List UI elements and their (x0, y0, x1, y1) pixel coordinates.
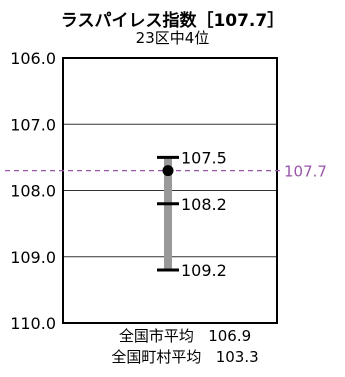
town-average-value: 103.3 (215, 348, 259, 366)
chart-subtitle: 23区中4位 (135, 29, 210, 47)
plot-frame (62, 57, 278, 324)
city-average-value: 106.9 (208, 327, 252, 345)
y-tick-label: 107.0 (10, 115, 56, 134)
range-median-label: 108.2 (181, 195, 227, 214)
city-average: 全国市平均 106.9 (70, 325, 300, 346)
chart-title: ラスパイレス指数［107.7］ (60, 11, 285, 31)
y-tick-label: 108.0 (10, 182, 56, 201)
range-bar (164, 157, 172, 270)
range-min-label: 109.2 (181, 261, 227, 280)
city-average-label: 全国市平均 (118, 327, 194, 345)
y-tick-label: 110.0 (10, 314, 56, 333)
range-max-label: 107.5 (181, 148, 227, 167)
town-average-label: 全国町村平均 (111, 348, 202, 366)
reference-line-label: 107.7 (284, 163, 327, 181)
y-tick-label: 109.0 (10, 248, 56, 267)
town-average: 全国町村平均 103.3 (70, 346, 300, 367)
value-point (162, 165, 174, 177)
y-tick-label: 106.0 (10, 49, 56, 68)
